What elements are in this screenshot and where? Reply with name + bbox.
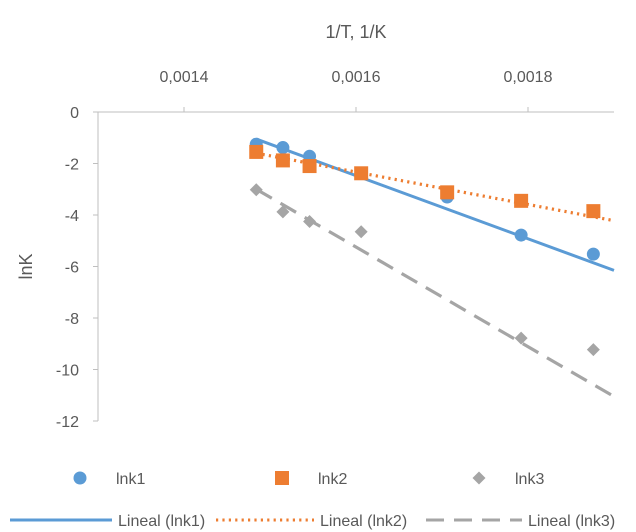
y-tick-label: -12 — [56, 414, 79, 431]
lnk3-point — [514, 331, 528, 345]
legend-label-trendline-1: Lineal (lnk1) — [118, 513, 205, 530]
legend-label-lnk3: lnk3 — [515, 471, 544, 488]
x-axis-title: 1/T, 1/K — [325, 22, 386, 42]
lnk2-point — [586, 204, 601, 219]
lnk3-point — [276, 205, 290, 219]
legend-label-trendline-3: Lineal (lnk3) — [528, 513, 615, 530]
lnk2-point — [354, 166, 369, 181]
y-tick-label: -6 — [65, 260, 79, 277]
y-axis-ticks: 0 -2 -4 -6 -8 -10 -12 — [56, 105, 98, 431]
lnk2-point — [249, 144, 264, 159]
y-tick-label: -2 — [65, 157, 79, 174]
legend-label-trendline-2: Lineal (lnk2) — [320, 513, 407, 530]
y-tick-label: -8 — [65, 311, 79, 328]
x-tick-label: 0,0016 — [332, 69, 381, 86]
y-tick-label: -4 — [65, 208, 79, 225]
lnk1-point — [586, 247, 600, 261]
lnk2-point — [302, 159, 317, 174]
legend-label-lnk1: lnk1 — [116, 471, 145, 488]
y-tick-label: -10 — [56, 363, 79, 380]
lnk3-point — [586, 343, 600, 357]
legend-label-lnk2: lnk2 — [318, 471, 347, 488]
axes: 0,0014 0,0016 0,0018 0 -2 -4 -6 -8 -10 -12 — [56, 69, 614, 431]
trendlines — [255, 137, 615, 398]
lnk3-point — [303, 214, 317, 228]
y-tick-label: 0 — [70, 105, 79, 122]
y-axis-title: lnK — [16, 253, 36, 279]
lnk2-point — [275, 153, 290, 168]
x-tick-label: 0,0014 — [160, 69, 209, 86]
lnk1-point — [514, 228, 528, 242]
x-axis-ticks: 0,0014 0,0016 0,0018 — [160, 69, 553, 112]
lnk2-point — [514, 193, 529, 208]
legend-marker-lnk2 — [275, 471, 289, 485]
lnk3-point — [249, 183, 263, 197]
legend-marker-lnk1 — [73, 471, 87, 485]
x-tick-label: 0,0018 — [504, 69, 553, 86]
lnk2-point — [440, 185, 455, 200]
lnk3-point — [354, 225, 368, 239]
legend-marker-lnk3 — [472, 471, 486, 485]
lnk1-point — [276, 141, 290, 155]
trendline-3 — [255, 187, 615, 398]
data-markers — [249, 137, 601, 357]
legend: lnk1 lnk2 lnk3 Lineal (lnk1) Lineal (lnk2) Li… — [10, 471, 615, 530]
